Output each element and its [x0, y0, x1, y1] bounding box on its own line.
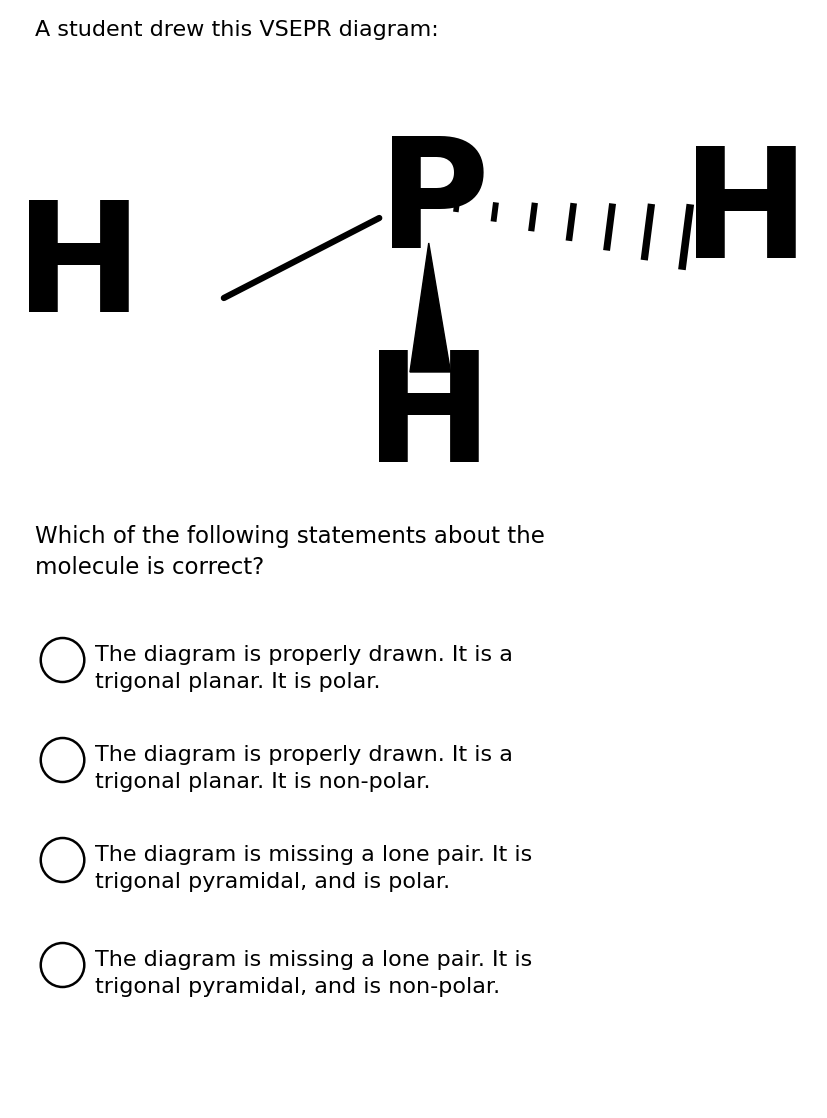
Text: The diagram is properly drawn. It is a
trigonal planar. It is non-polar.: The diagram is properly drawn. It is a t…: [95, 745, 513, 793]
Text: H: H: [16, 196, 143, 344]
Text: H: H: [681, 141, 810, 290]
Text: P: P: [378, 131, 490, 280]
Text: Which of the following statements about the
molecule is correct?: Which of the following statements about …: [35, 525, 545, 579]
Text: H: H: [365, 345, 493, 494]
Text: The diagram is properly drawn. It is a
trigonal planar. It is polar.: The diagram is properly drawn. It is a t…: [95, 645, 513, 692]
Polygon shape: [410, 243, 451, 372]
Text: The diagram is missing a lone pair. It is
trigonal pyramidal, and is polar.: The diagram is missing a lone pair. It i…: [95, 845, 533, 892]
Text: A student drew this VSEPR diagram:: A student drew this VSEPR diagram:: [35, 20, 438, 40]
Text: The diagram is missing a lone pair. It is
trigonal pyramidal, and is non-polar.: The diagram is missing a lone pair. It i…: [95, 950, 533, 997]
